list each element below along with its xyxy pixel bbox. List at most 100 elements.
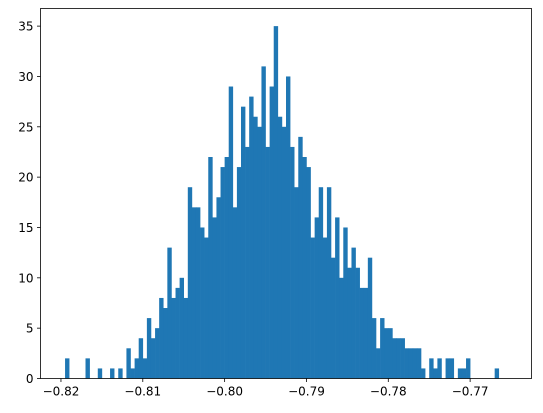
histogram-bar <box>155 328 160 379</box>
y-tick-label: 20 <box>18 171 33 185</box>
x-tick-label: −0.82 <box>43 385 80 399</box>
histogram-bar <box>159 297 164 379</box>
histogram-bar <box>416 348 422 379</box>
histogram-bar <box>171 297 176 379</box>
histogram-bar <box>335 217 340 379</box>
histogram-bar <box>253 116 258 379</box>
histogram-bar <box>195 207 201 379</box>
histogram-bar <box>126 348 131 379</box>
x-tick-label: −0.77 <box>452 385 489 399</box>
histogram-bar <box>110 368 115 379</box>
histogram-bar <box>65 358 70 379</box>
histogram-bar <box>429 358 434 379</box>
histogram-bar <box>150 338 156 379</box>
histogram-bar <box>322 237 328 379</box>
histogram-bar <box>343 227 348 379</box>
histogram-bar <box>212 217 217 379</box>
histogram-bar <box>445 358 450 379</box>
histogram-bar <box>388 328 393 379</box>
histogram-bar <box>331 257 336 379</box>
histogram-bar <box>294 187 299 379</box>
histogram-bar <box>457 368 463 379</box>
histogram-bar <box>232 207 238 379</box>
histogram-bar <box>437 358 442 379</box>
histogram-bar <box>236 167 242 379</box>
histogram-bar <box>200 227 205 379</box>
histogram-bar <box>449 358 455 379</box>
histogram-bar <box>273 26 279 379</box>
histogram-bar <box>257 126 262 379</box>
x-tick-label: −0.79 <box>288 385 325 399</box>
histogram-bar <box>421 368 426 379</box>
histogram-bar <box>204 237 209 379</box>
x-tick-label: −0.81 <box>124 385 161 399</box>
histogram-bar <box>191 207 197 379</box>
y-tick-label: 35 <box>18 20 33 34</box>
y-tick-label: 5 <box>26 322 34 336</box>
histogram-bar <box>249 96 254 379</box>
histogram-bar <box>265 146 270 379</box>
histogram-bar <box>240 106 246 379</box>
histogram-bar <box>146 318 152 379</box>
histogram-bar <box>220 167 225 379</box>
histogram-bar <box>392 338 397 379</box>
histogram-bar <box>310 237 315 379</box>
histogram-bar <box>298 136 303 379</box>
histogram-bar <box>245 146 250 379</box>
histogram-bar <box>302 157 307 379</box>
histogram-bar <box>466 358 471 379</box>
histogram-bar <box>433 368 438 379</box>
histogram-bar <box>494 368 500 379</box>
histogram-bar <box>326 187 332 379</box>
histogram-bar <box>339 277 344 379</box>
histogram-bar <box>134 358 139 379</box>
y-tick-label: 15 <box>18 221 33 235</box>
plot-frame <box>40 8 532 379</box>
histogram-bar <box>412 348 418 379</box>
x-axis: −0.82 −0.81 −0.80 −0.79 −0.78 −0.77 <box>43 378 489 399</box>
histogram-bar <box>281 126 287 379</box>
histogram-bar <box>347 267 352 379</box>
histogram-bar <box>183 297 189 379</box>
histogram-bar <box>290 146 295 379</box>
histogram-bar <box>351 247 356 379</box>
histogram-bar <box>314 217 320 379</box>
histogram-bar <box>404 348 410 379</box>
y-tick-label: 30 <box>18 70 33 84</box>
histogram-bar <box>400 338 405 379</box>
histogram-bar <box>363 287 369 379</box>
histogram-bar <box>142 358 148 379</box>
histogram-bar <box>408 348 414 379</box>
y-tick-label: 0 <box>26 372 34 386</box>
histogram-bar <box>277 116 283 379</box>
histogram-bar <box>384 328 389 379</box>
y-tick-label: 25 <box>18 120 33 134</box>
x-tick-label: −0.78 <box>370 385 407 399</box>
histogram-bar <box>376 348 381 379</box>
histogram-bar <box>261 66 266 379</box>
histogram-bar <box>269 86 275 379</box>
x-tick-label: −0.80 <box>206 385 243 399</box>
histogram-bar <box>130 368 135 379</box>
histogram-bar <box>179 277 185 379</box>
y-tick-label: 10 <box>18 271 33 285</box>
histogram-bar <box>359 287 365 379</box>
histogram-bar <box>306 167 311 379</box>
histogram-bar <box>163 308 168 379</box>
histogram-bar <box>118 368 123 379</box>
y-axis: 0 5 10 15 20 25 30 35 <box>18 20 41 386</box>
histogram-bar <box>228 86 234 379</box>
histogram-bar <box>355 267 360 379</box>
histogram-bar <box>371 318 377 379</box>
histogram-bar <box>97 368 103 379</box>
histogram-bar <box>187 187 193 379</box>
histogram-bar <box>138 338 144 379</box>
histogram-bar <box>396 338 401 379</box>
histogram-bar <box>224 157 230 379</box>
histogram-bar <box>216 197 221 379</box>
histogram-bar <box>380 318 385 379</box>
histogram-bar <box>85 358 90 379</box>
histogram-bar <box>461 368 467 379</box>
histogram-bar <box>367 257 373 379</box>
